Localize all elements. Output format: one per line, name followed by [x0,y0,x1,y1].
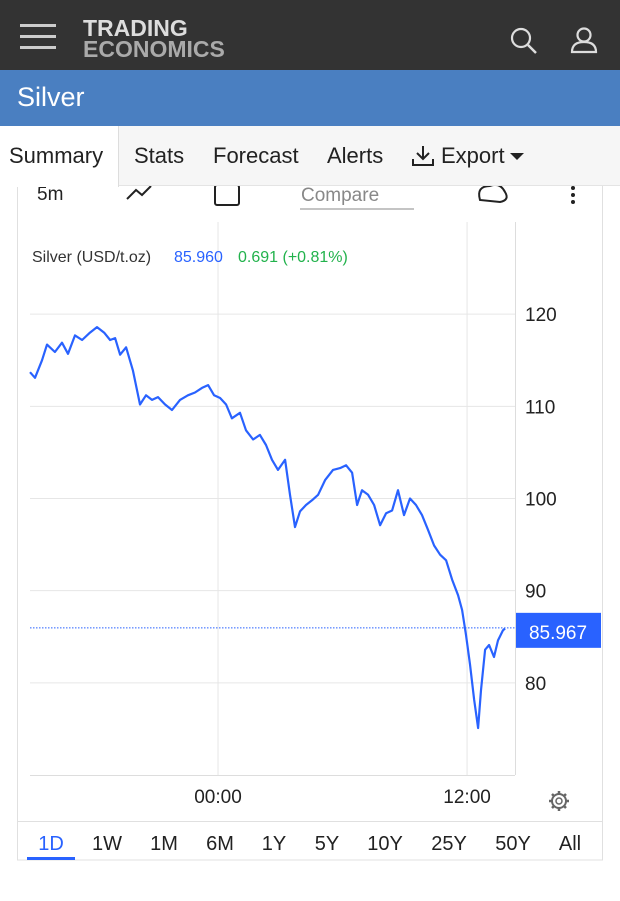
interval-button[interactable]: 5m [37,184,63,205]
page-title: Silver [17,82,85,112]
search-button[interactable] [510,27,538,55]
logo-line: TRADING [83,15,188,41]
timeframe-button[interactable]: 1Y [262,833,286,855]
timeframe-button[interactable]: 1D [38,833,64,855]
y-tick-label: 90 [525,582,546,603]
timeframe-button[interactable]: 25Y [431,833,467,855]
timeframe-button[interactable]: 5Y [315,833,339,855]
logo-line: ECONOMICS [83,36,225,62]
chart-frame [17,159,603,861]
price-line [29,326,506,730]
x-tick-label: 00:00 [194,787,242,808]
compare-input[interactable]: Compare [301,185,379,206]
more-button[interactable] [571,186,575,204]
tab[interactable]: Alerts [327,143,384,168]
legend: Silver (USD/t.oz) 85.960 0.691 (+0.81%) [32,249,348,266]
settings-button[interactable] [549,791,569,811]
last-price-box [516,612,601,648]
timeframe-button[interactable]: 6M [206,833,234,855]
legend-price: 85.960 [174,249,223,266]
y-tick-label: 120 [525,305,557,326]
tab[interactable]: Forecast [213,143,299,168]
tab[interactable]: Export [441,143,505,168]
account-button[interactable] [570,26,598,54]
timeframe-button[interactable]: 10Y [367,833,403,855]
menu-button[interactable] [20,24,56,50]
y-tick-label: 110 [525,397,555,418]
export-icon [412,146,434,166]
legend-name: Silver (USD/t.oz) [32,249,151,266]
title-bar: Silver [0,70,620,126]
tab[interactable]: Stats [134,143,185,168]
timeframe-button[interactable]: All [559,833,581,855]
legend-change: 0.691 (+0.81%) [238,249,348,266]
timeframe-button[interactable]: 50Y [495,833,531,855]
timeframe-bar: 1D 1W 1M 6M 1Y 5Y 10Y 25Y 50Y All [27,833,581,860]
timeframe-button[interactable]: 1M [150,833,178,855]
chart-type-button[interactable] [126,185,152,200]
dropdown-caret [510,153,524,160]
y-tick-label: 80 [525,674,546,695]
tab[interactable]: Summary [0,126,119,187]
x-tick-label: 12:00 [443,787,491,808]
y-tick-label: 100 [525,490,557,511]
logo[interactable]: TRADING ECONOMICS [83,15,225,62]
last-price-label: 85.967 [529,623,587,644]
active-indicator [27,857,75,860]
tab-bar: Summary Stats Forecast Alerts Export [0,126,620,187]
timeframe-button[interactable]: 1W [92,833,122,855]
top-bar: TRADING ECONOMICS [0,0,620,70]
